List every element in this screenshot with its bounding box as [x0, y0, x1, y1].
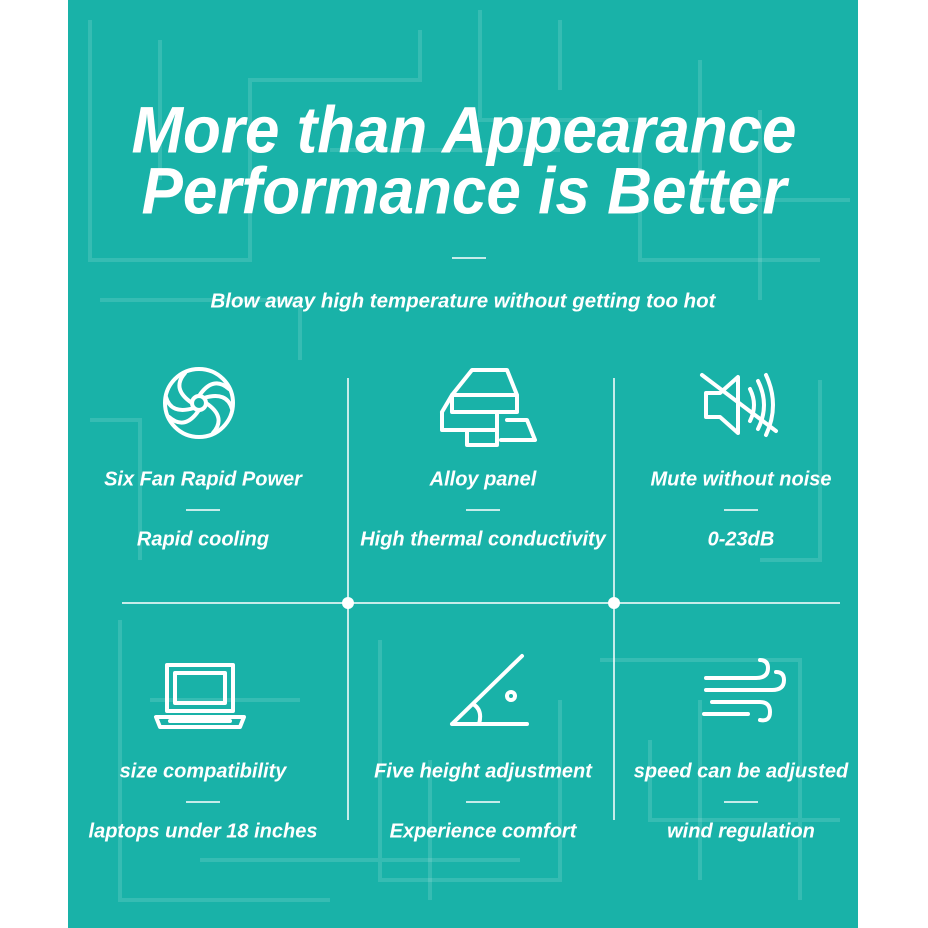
title-line: More than Appearance — [132, 92, 797, 166]
subtitle: Blow away high temperature without getti… — [211, 290, 717, 312]
angle-icon — [450, 654, 529, 726]
feature-title: speed can be adjusted — [634, 760, 849, 782]
fan-icon — [163, 367, 235, 439]
feature-title: Mute without noise — [650, 468, 831, 490]
feature-detail: Experience comfort — [390, 820, 578, 842]
feature-detail: Rapid cooling — [137, 528, 269, 550]
panel — [68, 0, 858, 928]
feature-title: Five height adjustment — [374, 760, 593, 782]
feature-title: Six Fan Rapid Power — [104, 468, 303, 490]
title-line: Performance is Better — [142, 153, 790, 227]
feature-detail: High thermal conductivity — [360, 528, 606, 550]
alloy-icon — [440, 368, 537, 447]
grid-dot — [608, 597, 620, 609]
wind-icon — [702, 658, 786, 723]
feature-title: size compatibility — [120, 760, 288, 782]
laptop-icon — [154, 663, 246, 729]
mute-icon — [700, 373, 778, 437]
feature-title: Alloy panel — [429, 468, 537, 490]
feature-detail: wind regulation — [667, 820, 815, 842]
grid-dot — [342, 597, 354, 609]
feature-detail: laptops under 18 inches — [89, 820, 318, 842]
feature-detail: 0-23dB — [708, 528, 775, 550]
background-pattern — [88, 10, 850, 902]
